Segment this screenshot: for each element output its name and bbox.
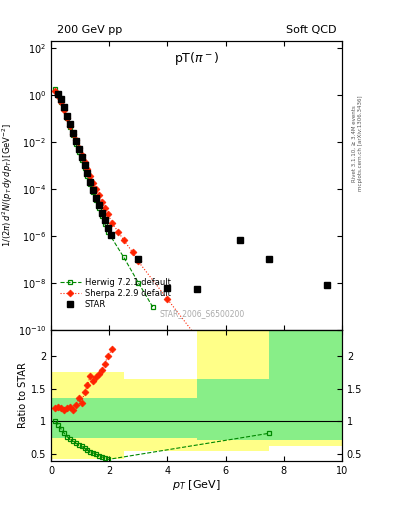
STAR	[105, 225, 110, 231]
Sherpa 2.2.9 default	[281, 364, 286, 370]
STAR	[76, 146, 81, 152]
STAR	[82, 162, 87, 168]
Herwig 7.2.1 default	[94, 197, 99, 203]
Y-axis label: $1/(2\pi)\,d^2N/(p_T\,dy\,dp_T)\,[\mathrm{GeV}^{-2}]$: $1/(2\pi)\,d^2N/(p_T\,dy\,dp_T)\,[\mathr…	[0, 123, 15, 247]
Sherpa 2.2.9 default	[62, 108, 66, 114]
Sherpa 2.2.9 default	[252, 362, 257, 369]
Sherpa 2.2.9 default	[88, 173, 93, 179]
Text: Rivet 3.1.10, ≥ 3.4M events: Rivet 3.1.10, ≥ 3.4M events	[352, 105, 357, 182]
Sherpa 2.2.9 default	[82, 159, 87, 165]
STAR	[238, 237, 242, 243]
STAR	[56, 91, 61, 97]
Herwig 7.2.1 default	[136, 280, 141, 286]
STAR	[91, 187, 95, 193]
Herwig 7.2.1 default	[76, 148, 81, 155]
Sherpa 2.2.9 default	[56, 93, 61, 99]
STAR	[79, 154, 84, 160]
Sherpa 2.2.9 default	[59, 99, 64, 105]
Line: Sherpa 2.2.9 default: Sherpa 2.2.9 default	[53, 89, 344, 375]
STAR	[73, 138, 78, 144]
Sherpa 2.2.9 default	[223, 359, 228, 366]
Sherpa 2.2.9 default	[110, 220, 114, 226]
Text: 200 GeV pp: 200 GeV pp	[57, 25, 122, 35]
Herwig 7.2.1 default	[151, 304, 155, 310]
Herwig 7.2.1 default	[73, 140, 78, 146]
STAR	[165, 285, 170, 291]
Text: Soft QCD: Soft QCD	[286, 25, 336, 35]
STAR	[62, 104, 66, 110]
STAR	[108, 232, 113, 238]
STAR	[71, 130, 75, 136]
STAR	[88, 179, 93, 185]
STAR	[68, 121, 72, 127]
Sherpa 2.2.9 default	[340, 369, 344, 375]
Sherpa 2.2.9 default	[136, 259, 141, 265]
Text: STAR_2006_S6500200: STAR_2006_S6500200	[160, 309, 245, 318]
Line: STAR: STAR	[55, 91, 331, 292]
Sherpa 2.2.9 default	[194, 334, 199, 340]
Herwig 7.2.1 default	[97, 205, 101, 211]
Sherpa 2.2.9 default	[71, 131, 75, 137]
X-axis label: $p_T$ [GeV]: $p_T$ [GeV]	[172, 478, 221, 493]
Herwig 7.2.1 default	[103, 221, 107, 227]
Sherpa 2.2.9 default	[100, 199, 105, 205]
Sherpa 2.2.9 default	[79, 152, 84, 158]
Sherpa 2.2.9 default	[85, 166, 90, 173]
Herwig 7.2.1 default	[82, 165, 87, 171]
STAR	[103, 217, 107, 223]
Sherpa 2.2.9 default	[165, 296, 170, 302]
Legend: Herwig 7.2.1 default, Sherpa 2.2.9 default, STAR: Herwig 7.2.1 default, Sherpa 2.2.9 defau…	[58, 276, 173, 311]
STAR	[136, 256, 141, 262]
STAR	[85, 170, 90, 177]
Sherpa 2.2.9 default	[116, 228, 120, 234]
Sherpa 2.2.9 default	[76, 145, 81, 151]
Y-axis label: Ratio to STAR: Ratio to STAR	[18, 362, 28, 428]
Herwig 7.2.1 default	[121, 254, 126, 261]
Sherpa 2.2.9 default	[310, 367, 315, 373]
Herwig 7.2.1 default	[88, 181, 93, 187]
Herwig 7.2.1 default	[105, 228, 110, 234]
STAR	[194, 286, 199, 292]
Sherpa 2.2.9 default	[68, 123, 72, 129]
Sherpa 2.2.9 default	[91, 180, 95, 186]
Herwig 7.2.1 default	[62, 106, 66, 113]
Herwig 7.2.1 default	[59, 98, 64, 104]
Sherpa 2.2.9 default	[130, 249, 135, 255]
STAR	[325, 282, 330, 288]
Sherpa 2.2.9 default	[65, 115, 70, 121]
STAR	[65, 113, 70, 119]
STAR	[97, 202, 101, 208]
STAR	[267, 256, 272, 262]
Herwig 7.2.1 default	[65, 115, 70, 121]
Text: $\mathrm{pT}(\pi^-)$: $\mathrm{pT}(\pi^-)$	[174, 50, 219, 67]
Herwig 7.2.1 default	[56, 92, 61, 98]
Sherpa 2.2.9 default	[53, 88, 58, 94]
STAR	[59, 96, 64, 102]
Herwig 7.2.1 default	[68, 124, 72, 130]
Herwig 7.2.1 default	[71, 132, 75, 138]
Sherpa 2.2.9 default	[121, 237, 126, 243]
Line: Herwig 7.2.1 default: Herwig 7.2.1 default	[53, 87, 155, 310]
Sherpa 2.2.9 default	[94, 186, 99, 192]
Herwig 7.2.1 default	[100, 213, 105, 219]
Text: mcplots.cern.ch [arXiv:1306.3436]: mcplots.cern.ch [arXiv:1306.3436]	[358, 96, 363, 191]
Herwig 7.2.1 default	[53, 86, 58, 92]
Sherpa 2.2.9 default	[105, 211, 110, 217]
Sherpa 2.2.9 default	[103, 205, 107, 211]
Sherpa 2.2.9 default	[73, 137, 78, 143]
STAR	[94, 195, 99, 201]
STAR	[100, 210, 105, 217]
Sherpa 2.2.9 default	[97, 193, 101, 199]
Herwig 7.2.1 default	[79, 157, 84, 163]
Herwig 7.2.1 default	[91, 189, 95, 196]
Herwig 7.2.1 default	[85, 173, 90, 179]
